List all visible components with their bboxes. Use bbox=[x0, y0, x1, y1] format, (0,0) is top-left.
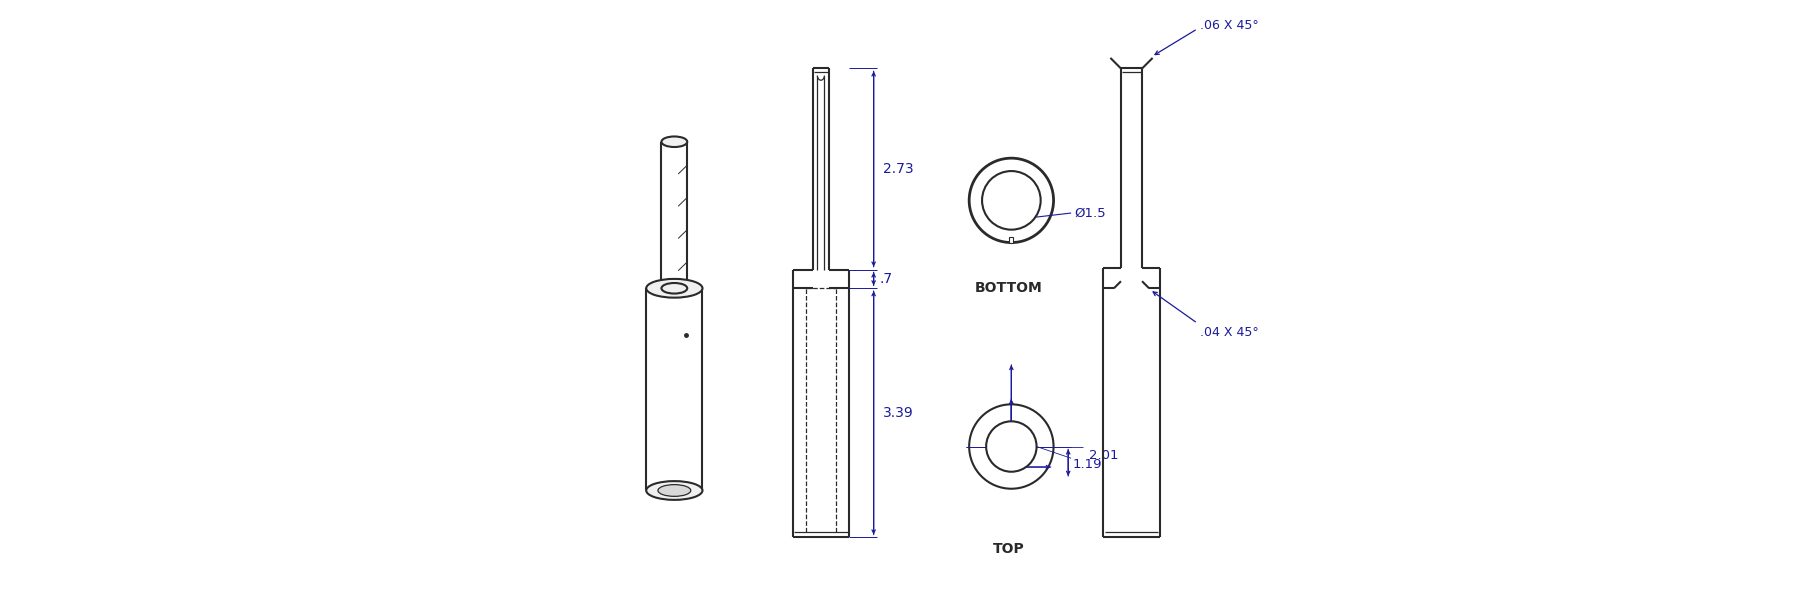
Ellipse shape bbox=[646, 481, 702, 500]
Ellipse shape bbox=[646, 279, 702, 298]
Ellipse shape bbox=[661, 136, 688, 147]
Circle shape bbox=[986, 421, 1037, 472]
Text: TOP: TOP bbox=[992, 542, 1024, 556]
Text: 1.19: 1.19 bbox=[1073, 458, 1102, 470]
Text: BOTTOM: BOTTOM bbox=[974, 281, 1042, 295]
Text: 2.73: 2.73 bbox=[884, 162, 914, 176]
Text: .06 X 45°: .06 X 45° bbox=[1199, 19, 1258, 32]
Text: Ø1.5: Ø1.5 bbox=[1075, 206, 1105, 220]
Ellipse shape bbox=[659, 485, 691, 496]
Circle shape bbox=[968, 158, 1053, 242]
Bar bbox=[1010, 237, 1013, 243]
Circle shape bbox=[968, 404, 1053, 489]
Ellipse shape bbox=[661, 283, 688, 293]
Text: .04 X 45°: .04 X 45° bbox=[1199, 326, 1258, 340]
Circle shape bbox=[983, 171, 1040, 230]
Text: 2.01: 2.01 bbox=[1089, 449, 1120, 462]
Text: 3.39: 3.39 bbox=[884, 406, 914, 420]
Text: .7: .7 bbox=[880, 272, 893, 286]
